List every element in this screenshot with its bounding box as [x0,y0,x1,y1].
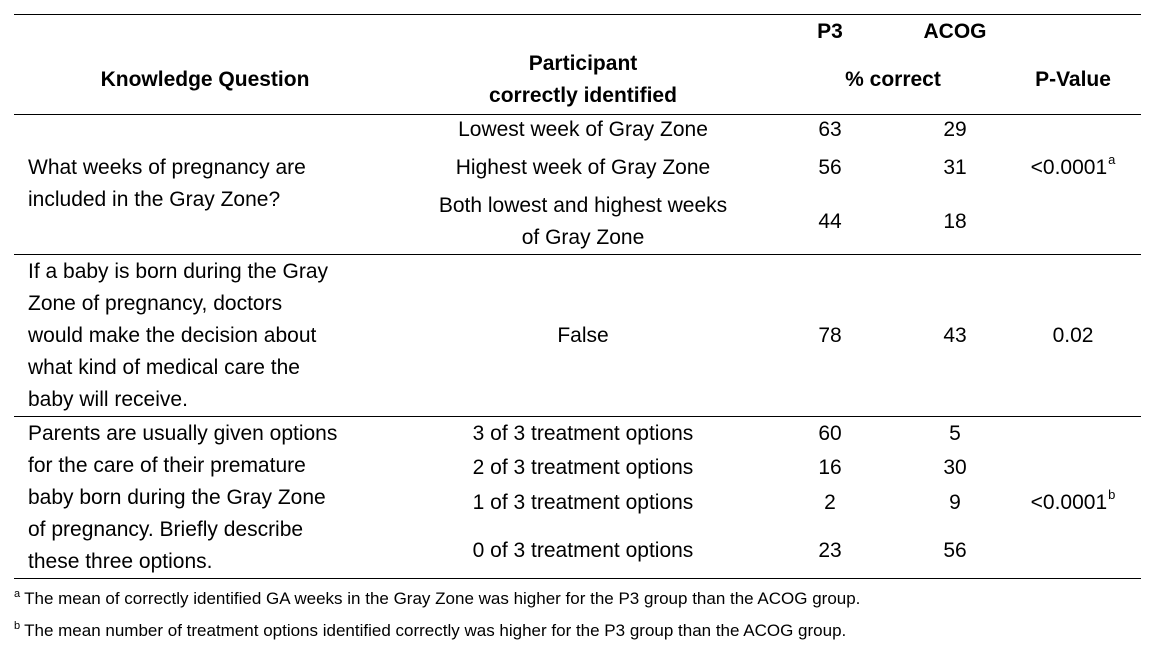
answer-label-line2: of Gray Zone [521,226,645,249]
p3-value: 2 [824,491,836,514]
question-line: would make the decision about [28,324,317,347]
acog-value: 43 [943,324,967,347]
question-doctors-decide: If a baby is born during the Gray Zone o… [28,256,388,416]
question-treatment-options: Parents are usually given options for th… [28,418,388,578]
footnote-mark-a: a [1108,152,1116,167]
answer-label: False [557,324,609,347]
p3-value: 78 [818,324,842,347]
question-gray-zone-weeks: What weeks of pregnancy are included in … [28,152,388,216]
acog-value: 30 [943,456,967,479]
row-rule [14,416,1141,417]
p3-value: 60 [818,422,842,445]
acog-value: 56 [943,539,967,562]
header-pct-correct: % correct [845,68,941,91]
question-line: Parents are usually given options [28,422,338,445]
question-line: these three options. [28,550,213,573]
p-value-gray-zone-weeks: <0.0001a [1013,152,1133,186]
header-participant-line1: Participant [528,52,638,75]
header-knowledge-question: Knowledge Question [100,68,310,91]
footnote-text: The mean of correctly identified GA week… [24,589,861,608]
header-rule [14,114,1141,115]
footnote-mark: a [14,588,21,600]
p3-value: 44 [818,210,842,233]
p-value-treatment-options: <0.0001b [1013,487,1133,521]
p-value-text: <0.0001 [1030,156,1108,179]
question-line: included in the Gray Zone? [28,188,281,211]
footnote-text: The mean number of treatment options ide… [24,621,847,640]
p3-value: 63 [818,118,842,141]
footnote-mark-b: b [1108,487,1116,502]
header-acog: ACOG [923,20,987,43]
answer-label: 3 of 3 treatment options [472,422,694,445]
footnote-mark: b [14,620,21,632]
header-participant-line2: correctly identified [489,84,677,107]
question-line: what kind of medical care the [28,356,300,379]
answer-label-line1: Both lowest and highest weeks [438,194,728,217]
answer-label: 2 of 3 treatment options [472,456,694,479]
acog-value: 18 [943,210,967,233]
answer-label: Highest week of Gray Zone [455,156,711,179]
question-line: of pregnancy. Briefly describe [28,518,304,541]
header-p3: P3 [817,20,843,43]
question-line: baby will receive. [28,388,188,411]
question-line: baby born during the Gray Zone [28,486,326,509]
answer-label: Lowest week of Gray Zone [458,118,708,141]
acog-value: 9 [949,491,961,514]
question-line: What weeks of pregnancy are [28,156,306,179]
p3-value: 23 [818,539,842,562]
answer-label: 1 of 3 treatment options [472,491,694,514]
p3-value: 56 [818,156,842,179]
answer-label: 0 of 3 treatment options [472,539,694,562]
acog-value: 31 [943,156,967,179]
acog-value: 5 [949,422,961,445]
footnote-b: b The mean number of treatment options id… [14,620,846,644]
p-value-text: <0.0001 [1030,491,1108,514]
question-line: If a baby is born during the Gray [28,260,328,283]
footnote-a: a The mean of correctly identified GA wee… [14,588,860,612]
table-bottom-rule [14,578,1141,579]
question-line: for the care of their premature [28,454,306,477]
acog-value: 29 [943,118,967,141]
question-line: Zone of pregnancy, doctors [28,292,283,315]
table-top-rule [14,14,1141,15]
header-p-value: P-Value [1035,68,1111,91]
row-rule [14,254,1141,255]
p-value-doctors-decide: 0.02 [1052,324,1094,347]
p3-value: 16 [818,456,842,479]
